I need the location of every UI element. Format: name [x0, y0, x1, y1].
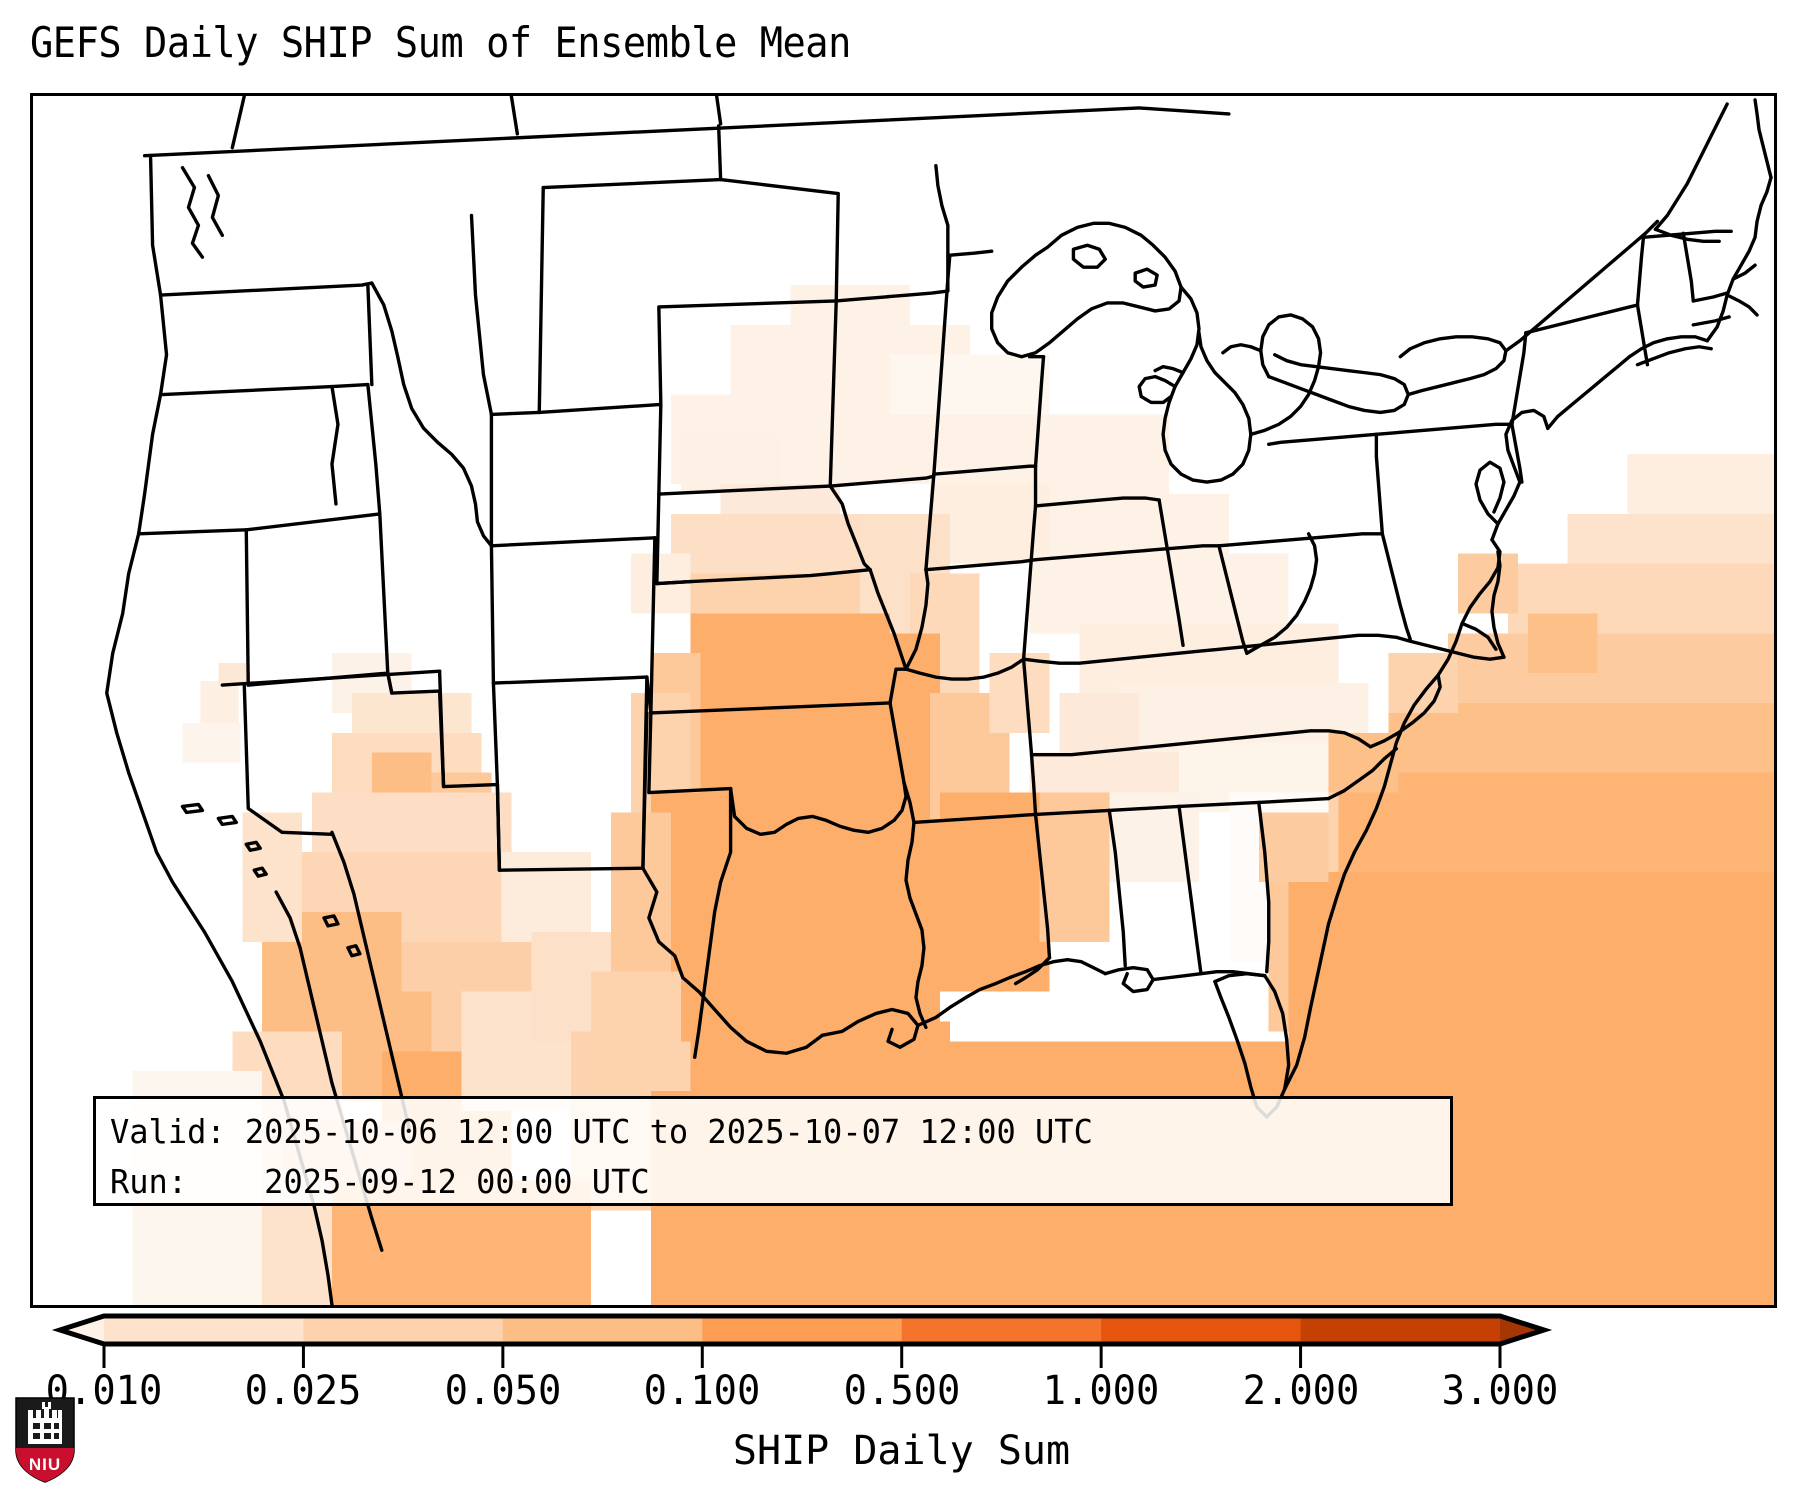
colorbar [0, 1310, 1803, 1370]
niu-logo: NIU [15, 1397, 75, 1483]
colorbar-segment [1300, 1316, 1501, 1344]
colorbar-segment [303, 1316, 504, 1344]
colorbar-tick-label: 0.025 [245, 1368, 362, 1414]
colorbar-tick-label: 0.050 [444, 1368, 562, 1414]
colorbar-tick-label: 0.500 [843, 1368, 961, 1414]
colorbar-tick-label: 1.000 [1042, 1368, 1160, 1414]
run-time-line: Run: 2025-09-12 00:00 UTC [110, 1162, 650, 1201]
colorbar-segment [502, 1316, 703, 1344]
logo-shield-banner [16, 1448, 74, 1482]
map-plot-area: Valid: 2025-10-06 12:00 UTC to 2025-10-0… [30, 93, 1777, 1308]
map-canvas: Valid: 2025-10-06 12:00 UTC to 2025-10-0… [33, 96, 1774, 1305]
colorbar-under-arrow [60, 1316, 104, 1344]
colorbar-segment [104, 1316, 305, 1344]
colorbar-tick-label: 2.000 [1242, 1368, 1359, 1414]
valid-run-info-box: Valid: 2025-10-06 12:00 UTC to 2025-10-0… [93, 1096, 1453, 1206]
colorbar-tick-labels: 0.010 0.025 0.050 0.100 0.500 1.000 2.000 3.000 [0, 1368, 1803, 1422]
logo-castle-windows [33, 1423, 59, 1439]
colorbar-ticks [102, 1344, 1502, 1368]
logo-castle-icon [28, 1402, 62, 1444]
colorbar-over-arrow [1500, 1316, 1544, 1344]
colorbar-segments [60, 1316, 1544, 1344]
colorbar-tick-label: 3.000 [1441, 1368, 1559, 1414]
colorbar-segment [702, 1316, 903, 1344]
colorbar-segment [1101, 1316, 1302, 1344]
colorbar-segment [901, 1316, 1102, 1344]
colorbar-tick-label: 0.100 [643, 1368, 761, 1414]
logo-wordmark: NIU [29, 1455, 61, 1474]
valid-time-line: Valid: 2025-10-06 12:00 UTC to 2025-10-0… [110, 1112, 1093, 1151]
page-title: GEFS Daily SHIP Sum of Ensemble Mean [30, 18, 851, 67]
colorbar-axis-label: SHIP Daily Sum [732, 1428, 1071, 1474]
